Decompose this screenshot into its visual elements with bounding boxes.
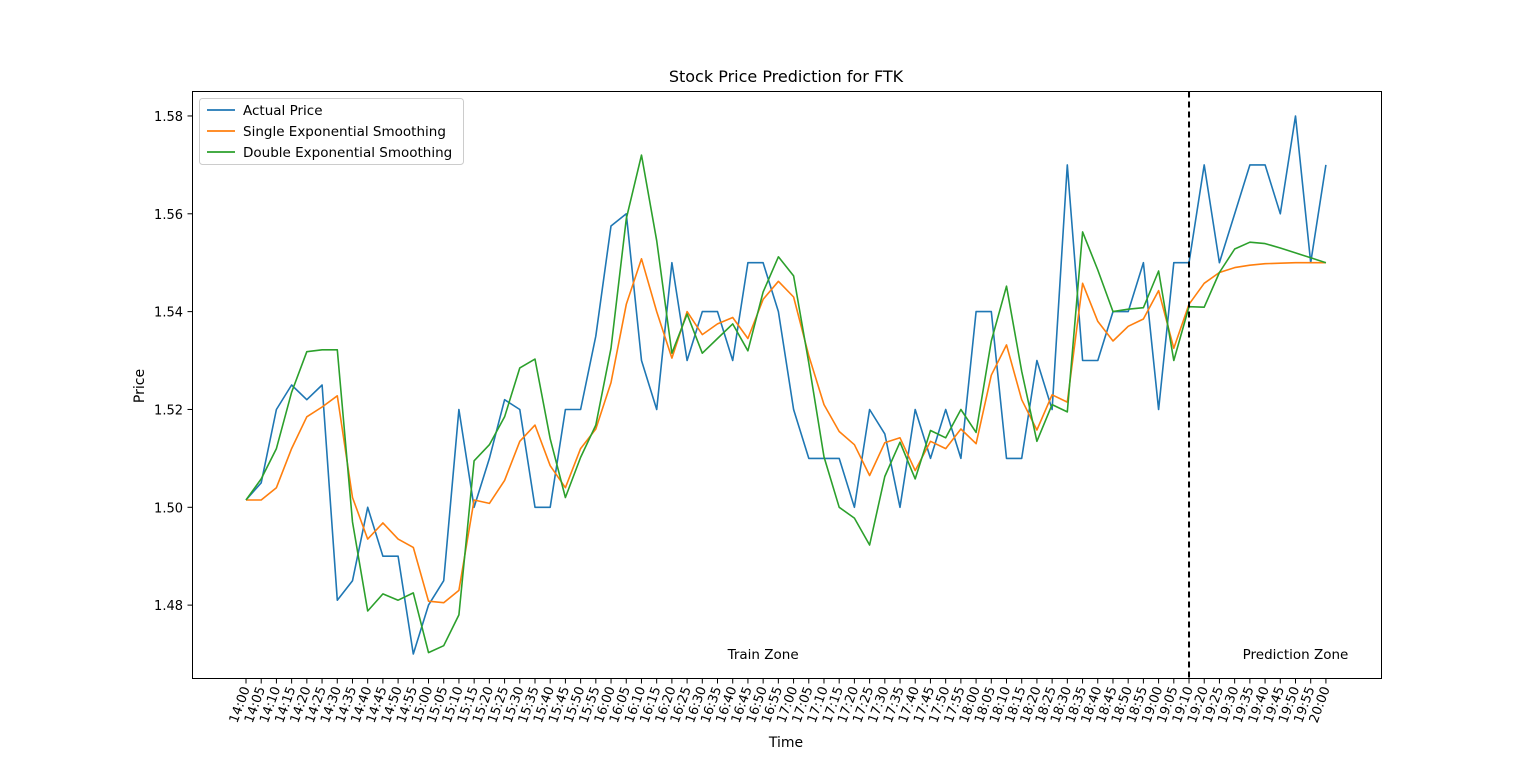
y-tick-label: 1.56: [154, 208, 183, 223]
series-line-3: [245, 154, 1327, 654]
y-tick-label: 1.54: [154, 306, 183, 321]
legend: Actual Price Single Exponential Smoothing…: [199, 98, 464, 165]
prediction-zone-label: Prediction Zone: [1243, 647, 1349, 663]
chart-title: Stock Price Prediction for FTK: [669, 67, 904, 86]
x-axis: 14:0014:0514:1014:1514:2014:2514:3014:35…: [227, 678, 1334, 725]
legend-label: Double Exponential Smoothing: [243, 145, 452, 161]
legend-label: Actual Price: [243, 103, 323, 119]
y-tick-label: 1.50: [154, 501, 183, 516]
y-tick-label: 1.58: [154, 110, 183, 125]
series-line-1: [245, 115, 1327, 655]
y-tick-label: 1.48: [154, 599, 183, 614]
series-line-2: [246, 257, 1326, 604]
y-axis-label: Price: [132, 369, 148, 403]
train-zone-label: Train Zone: [727, 647, 799, 663]
legend-box: [199, 98, 464, 165]
y-axis: 1.48 1.50 1.52 1.54 1.56 1.58: [154, 110, 193, 614]
y-tick-label: 1.52: [154, 403, 183, 418]
plot-area: [192, 91, 1382, 679]
legend-label: Single Exponential Smoothing: [243, 124, 446, 140]
x-axis-label: Time: [768, 735, 803, 751]
series-layer: [245, 115, 1327, 655]
